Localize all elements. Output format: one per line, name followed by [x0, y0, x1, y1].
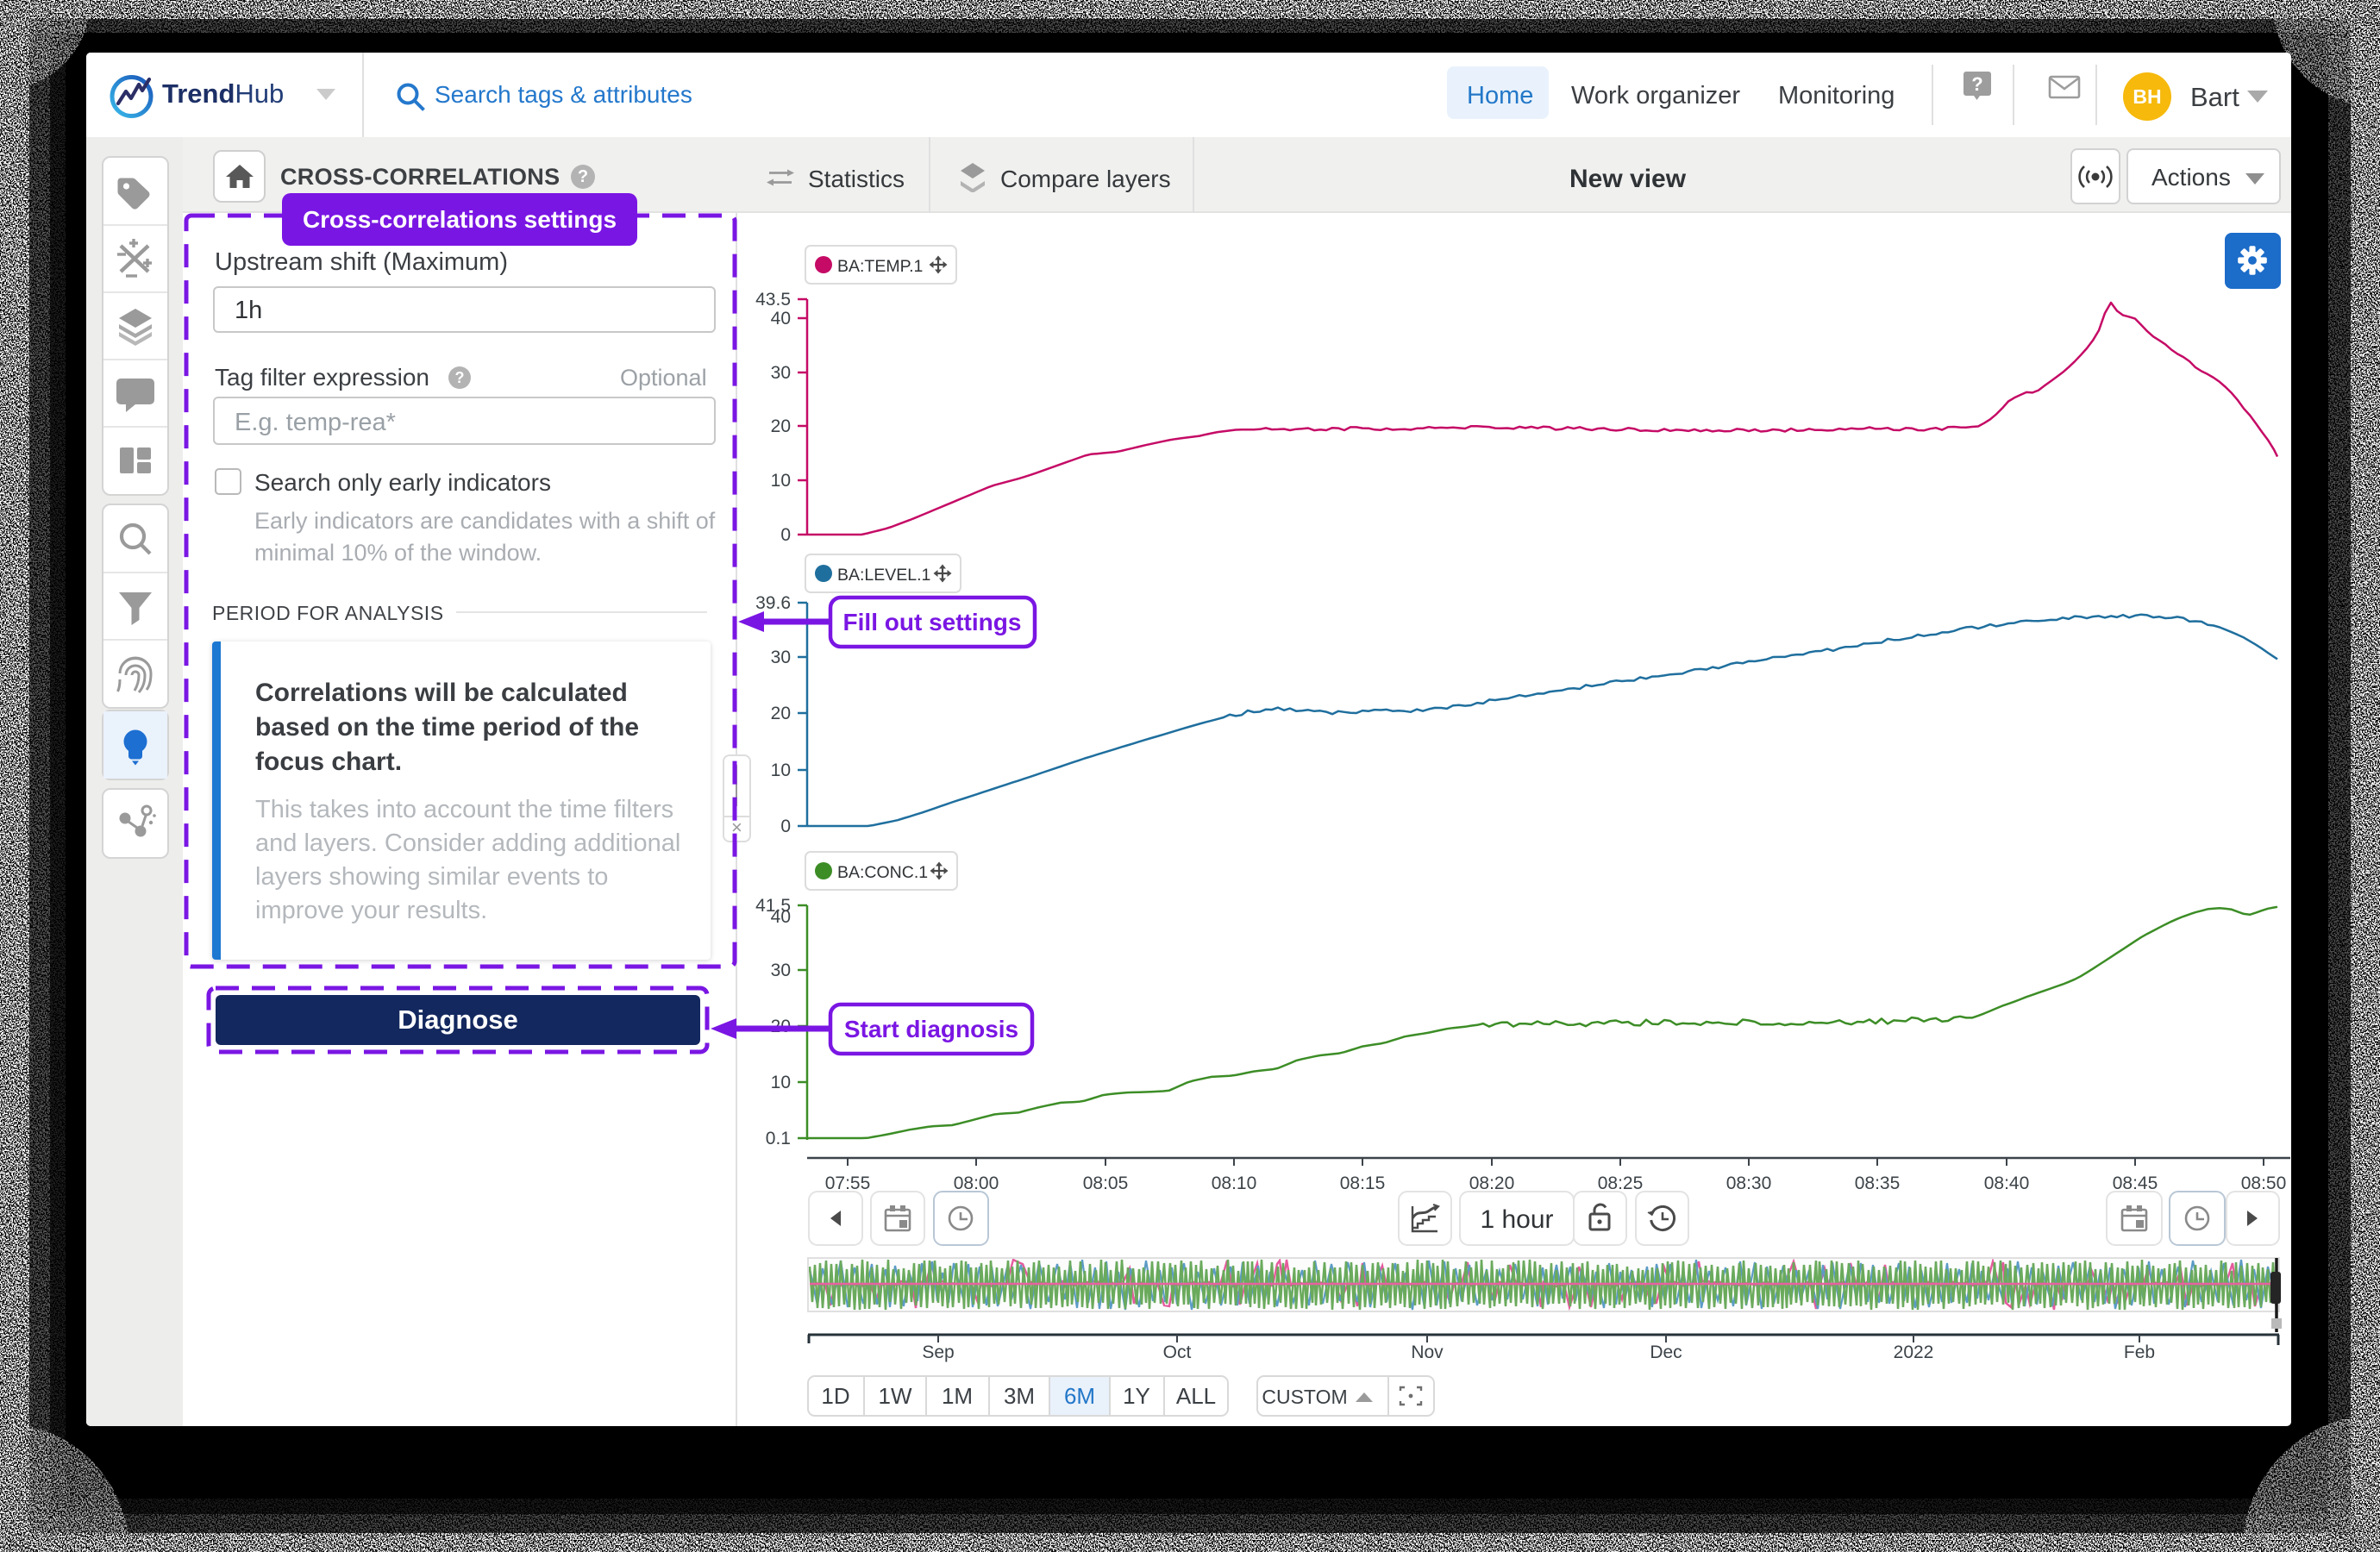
svg-text:BA:TEMP.1: BA:TEMP.1	[837, 257, 923, 276]
svg-text:20: 20	[771, 704, 791, 723]
svg-text:ALL: ALL	[1176, 1383, 1216, 1409]
svg-text:08:05: 08:05	[1083, 1173, 1129, 1193]
svg-text:08:25: 08:25	[1598, 1173, 1644, 1193]
svg-text:1Y: 1Y	[1123, 1383, 1150, 1409]
svg-text:1D: 1D	[821, 1383, 849, 1409]
svg-text:30: 30	[771, 961, 791, 980]
svg-text:40: 40	[771, 309, 791, 329]
svg-text:3M: 3M	[1004, 1383, 1035, 1409]
svg-text:41.5: 41.5	[755, 896, 791, 916]
svg-text:30: 30	[771, 363, 791, 383]
svg-text:0: 0	[780, 525, 791, 545]
svg-text:1 hour: 1 hour	[1480, 1205, 1553, 1234]
svg-text:Fill out settings: Fill out settings	[843, 609, 1022, 635]
svg-text:08:15: 08:15	[1340, 1173, 1386, 1193]
svg-text:10: 10	[771, 760, 791, 780]
svg-text:1W: 1W	[879, 1383, 912, 1409]
svg-text:08:45: 08:45	[2113, 1173, 2158, 1193]
svg-text:40: 40	[771, 907, 791, 927]
svg-text:08:00: 08:00	[954, 1173, 999, 1193]
svg-text:43.5: 43.5	[755, 290, 791, 310]
svg-text:?: ?	[1971, 73, 1982, 95]
svg-text:08:10: 08:10	[1212, 1173, 1257, 1193]
svg-text:20: 20	[771, 416, 791, 436]
svg-text:CUSTOM: CUSTOM	[1262, 1386, 1347, 1408]
svg-text:10: 10	[771, 1073, 791, 1092]
svg-text:08:20: 08:20	[1469, 1173, 1515, 1193]
svg-text:2022: 2022	[1894, 1342, 1934, 1362]
svg-text:08:50: 08:50	[2241, 1173, 2287, 1193]
svg-text:6M: 6M	[1064, 1383, 1095, 1409]
svg-text:Sep: Sep	[922, 1342, 954, 1362]
svg-text:Dec: Dec	[1650, 1342, 1682, 1362]
svg-text:Feb: Feb	[2124, 1342, 2155, 1362]
svg-text:1M: 1M	[942, 1383, 973, 1409]
svg-text:10: 10	[771, 471, 791, 491]
svg-text:08:30: 08:30	[1726, 1173, 1772, 1193]
svg-text:Start diagnosis: Start diagnosis	[844, 1016, 1018, 1042]
svg-text:BA:CONC.1: BA:CONC.1	[837, 863, 928, 882]
svg-text:Cross-correlations settings: Cross-correlations settings	[303, 206, 617, 233]
svg-text:30: 30	[771, 648, 791, 667]
svg-text:Nov: Nov	[1411, 1342, 1444, 1362]
svg-text:0: 0	[780, 817, 791, 836]
svg-text:Oct: Oct	[1163, 1342, 1192, 1362]
svg-text:0.1: 0.1	[766, 1129, 791, 1148]
svg-text:08:40: 08:40	[1984, 1173, 2030, 1193]
svg-text:07:55: 07:55	[825, 1173, 871, 1193]
svg-text:39.6: 39.6	[755, 593, 791, 613]
svg-text:BA:LEVEL.1: BA:LEVEL.1	[837, 566, 930, 585]
svg-text:08:35: 08:35	[1855, 1173, 1901, 1193]
